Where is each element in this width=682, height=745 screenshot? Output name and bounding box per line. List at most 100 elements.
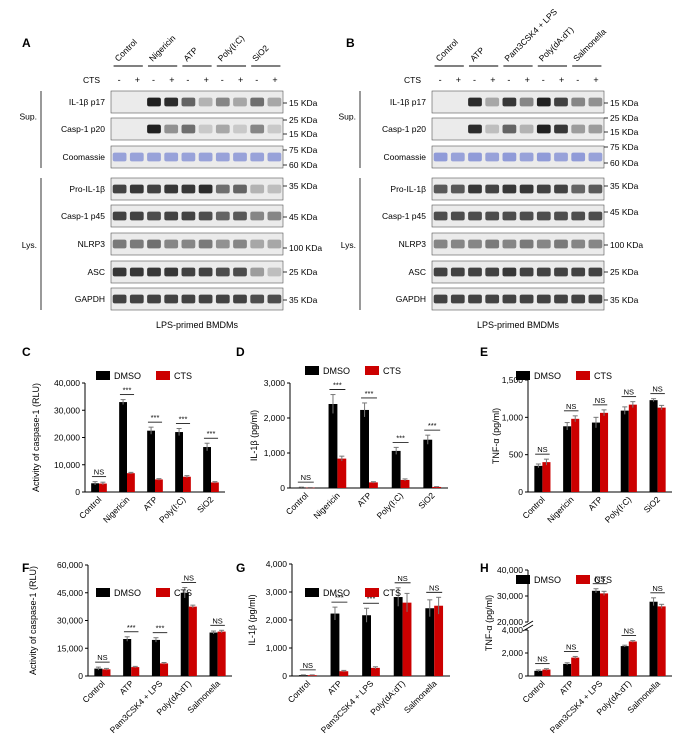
marker-label: 60 KDa xyxy=(610,158,639,168)
row-label: Casp-1 p20 xyxy=(61,124,105,134)
blot-band xyxy=(181,184,196,194)
marker-label: 35 KDa xyxy=(289,295,318,305)
blot-band xyxy=(147,97,161,107)
blot-band xyxy=(468,152,482,162)
category-label: Control xyxy=(77,494,104,521)
cts-sign: + xyxy=(169,75,174,85)
y-axis-title: Activity of caspase-1 (RLU) xyxy=(31,383,41,492)
blot-band xyxy=(433,184,448,194)
significance-label: *** xyxy=(127,623,136,632)
category-label: Control xyxy=(80,678,107,705)
blot-strip xyxy=(431,177,605,201)
blot-band xyxy=(519,97,534,107)
blot-strip xyxy=(110,287,284,311)
marker-label: 60 KDa xyxy=(289,160,318,170)
blot-band xyxy=(468,239,482,249)
bar-cts xyxy=(127,473,135,492)
bar-dmso xyxy=(563,663,572,676)
bar-cts xyxy=(183,476,191,492)
blot-band xyxy=(215,97,230,107)
y-tick-label: 1,000 xyxy=(266,643,288,653)
blot-band xyxy=(536,211,551,221)
blot-band xyxy=(181,267,196,277)
blot-band xyxy=(519,184,534,194)
blot-band xyxy=(450,239,465,249)
y-tick-label: 60,000 xyxy=(57,560,83,570)
y-tick-label: 500 xyxy=(509,450,523,460)
blot-band xyxy=(181,294,196,304)
y-tick-label: 0 xyxy=(280,483,285,493)
y-tick-label: 20,000 xyxy=(54,433,80,443)
blot-band xyxy=(250,211,265,221)
marker-label: 35 KDa xyxy=(289,181,318,191)
bar-dmso xyxy=(360,409,369,488)
marker-label: 45 KDa xyxy=(289,212,318,222)
blot-band xyxy=(233,294,247,304)
legend-swatch-cts xyxy=(365,588,379,597)
cts-sign: + xyxy=(525,75,530,85)
cts-sign: + xyxy=(204,75,209,85)
blot-band xyxy=(129,184,144,194)
blot-band xyxy=(147,294,161,304)
y-axis-title: TNF-α (pg/ml) xyxy=(484,595,494,651)
blot-band xyxy=(554,97,568,107)
blot-band xyxy=(519,294,534,304)
chart-E: 0 500 1,000 1,500 TNF-α (pg/ml) NS Control NS Ni… xyxy=(491,371,672,525)
significance-label: NS xyxy=(652,385,662,394)
blot-band xyxy=(250,97,265,107)
blot-band xyxy=(164,211,179,221)
bar-cts xyxy=(542,669,551,676)
blot-band xyxy=(198,184,213,194)
cts-sign: - xyxy=(439,75,442,85)
bar-dmso xyxy=(534,465,543,492)
significance-label: NS xyxy=(184,574,194,583)
blot-band xyxy=(554,124,568,134)
legend-label-dmso: DMSO xyxy=(114,588,141,598)
category-label: ATP xyxy=(586,494,605,513)
bar-dmso xyxy=(649,601,658,676)
blot-band xyxy=(433,294,448,304)
blot-band xyxy=(215,124,230,134)
blot-band xyxy=(571,184,586,194)
blot-row: IL-1β p17 xyxy=(69,90,284,114)
blot-row: GAPDH xyxy=(396,287,605,311)
panel-label-H: H xyxy=(480,561,489,575)
panel-label-A: A xyxy=(22,36,31,50)
bar-cts xyxy=(188,606,197,676)
row-label: Casp-1 p45 xyxy=(382,211,426,221)
bar-dmso xyxy=(563,426,572,492)
marker-label: 100 KDa xyxy=(289,243,322,253)
legend-label-dmso: DMSO xyxy=(323,366,350,376)
blot-row: Coomassie xyxy=(62,145,284,169)
blot-band xyxy=(233,184,247,194)
blot-band xyxy=(433,211,448,221)
category-label: ATP xyxy=(141,494,160,513)
blot-row: GAPDH xyxy=(75,287,284,311)
panel-label-B: B xyxy=(346,36,355,50)
category-label: Poly(I:C) xyxy=(603,494,634,525)
blot-row: Coomassie xyxy=(383,145,605,169)
legend-swatch-dmso xyxy=(96,371,110,380)
blot-band xyxy=(250,267,265,277)
blot-row: NLRP3 xyxy=(399,232,605,256)
row-label: Casp-1 p20 xyxy=(382,124,426,134)
blot-band xyxy=(502,239,517,249)
bar-cts xyxy=(307,675,317,676)
row-label: Pro-IL-1β xyxy=(69,184,105,194)
bar-dmso xyxy=(620,410,629,492)
significance-label: *** xyxy=(335,593,344,602)
blot-band xyxy=(485,239,500,249)
bar-dmso xyxy=(203,447,211,492)
category-label: Control xyxy=(520,678,547,705)
blot-band xyxy=(468,184,482,194)
blot-band xyxy=(215,152,230,162)
y-tick-label: 4,000 xyxy=(266,559,288,569)
marker-label: 15 KDa xyxy=(610,127,639,137)
blot-panel-A: Control Nigericin ATP Poly(I:C) SiO2 CTS - + - + -… xyxy=(20,33,323,330)
bar-dmso xyxy=(591,590,600,676)
blot-band xyxy=(112,239,127,249)
y-tick-label: 1,000 xyxy=(264,448,286,458)
marker-label: 15 KDa xyxy=(289,129,318,139)
axis-break-mark xyxy=(522,624,534,632)
